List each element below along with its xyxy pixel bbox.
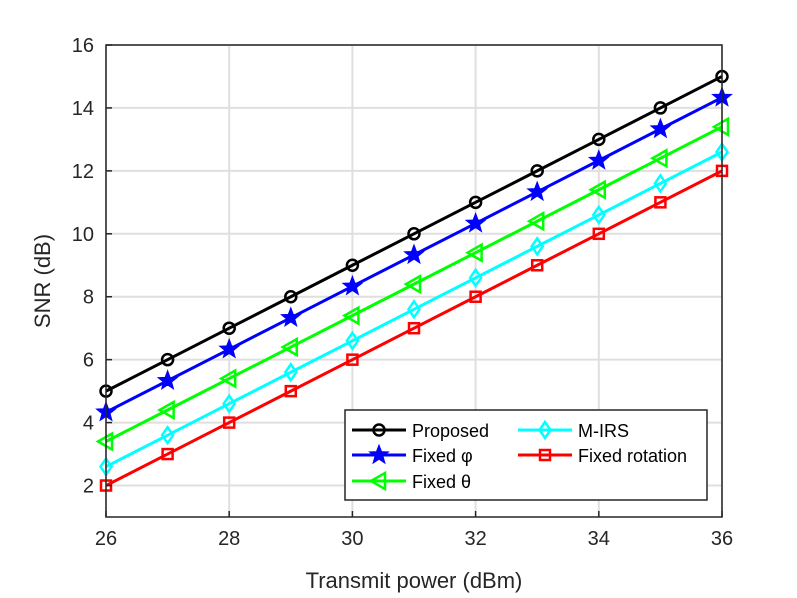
- triangle-left-marker: [157, 399, 175, 421]
- circle-marker: [653, 101, 668, 115]
- diamond-marker: [160, 424, 175, 446]
- legend-item: Fixed θ: [352, 470, 471, 492]
- plot-frame: [105, 44, 723, 518]
- diamond-marker: [530, 236, 545, 257]
- circle-marker: [284, 289, 298, 304]
- diamond-marker: [537, 419, 553, 441]
- circle-marker: [407, 227, 421, 241]
- x-tick-label: 32: [464, 528, 486, 550]
- circle-marker: [592, 132, 606, 147]
- circle-marker: [160, 352, 175, 367]
- y-tick-label: 12: [72, 161, 94, 183]
- series-proposed: [99, 69, 729, 398]
- circle-marker: [468, 195, 483, 210]
- x-tick-label: 26: [95, 528, 117, 550]
- diamond-marker: [468, 267, 483, 289]
- triangle-left-marker: [341, 305, 360, 326]
- square-marker: [407, 321, 421, 335]
- triangle-left-marker: [95, 431, 114, 452]
- y-tick-label: 14: [72, 98, 94, 120]
- square-marker: [469, 290, 482, 303]
- legend-item: Fixed φ: [352, 443, 473, 466]
- circle-marker: [372, 423, 386, 437]
- star-marker: [587, 149, 610, 170]
- y-tick-label: 4: [83, 413, 94, 435]
- diamond-marker: [591, 204, 606, 226]
- square-marker: [654, 196, 667, 209]
- triangle-left-marker: [588, 179, 607, 200]
- legend-item: Proposed: [352, 421, 489, 441]
- series-line: [105, 75, 723, 393]
- triangle-left-marker: [649, 148, 668, 169]
- square-marker: [284, 384, 298, 398]
- triangle-left-marker: [280, 336, 299, 358]
- series-line: [105, 150, 723, 468]
- series-fixed-: [95, 86, 733, 422]
- legend-item: M-IRS: [518, 419, 629, 441]
- diamond-marker: [345, 330, 360, 351]
- square-marker: [222, 416, 236, 429]
- circle-marker: [530, 164, 544, 178]
- y-tick-label: 2: [83, 476, 94, 498]
- star-marker: [156, 369, 179, 390]
- triangle-left-marker: [526, 211, 545, 232]
- square-marker: [161, 447, 174, 461]
- triangle-left-marker: [368, 470, 387, 492]
- y-axis-label: SNR (dB): [30, 234, 55, 328]
- legend-label: Fixed rotation: [578, 446, 687, 466]
- x-tick-label: 34: [588, 528, 610, 550]
- legend-label: Fixed φ: [412, 446, 473, 466]
- star-marker: [403, 243, 425, 265]
- x-tick-label: 28: [218, 528, 240, 550]
- x-axis-label: Transmit power (dBm): [306, 568, 523, 593]
- x-tick-label: 36: [711, 528, 733, 550]
- series-fixed-: [95, 116, 730, 452]
- circle-marker: [345, 258, 360, 273]
- star-marker: [279, 306, 302, 328]
- series-line: [105, 169, 723, 487]
- triangle-left-marker: [403, 273, 422, 295]
- star-marker: [649, 117, 672, 139]
- star-marker: [218, 337, 241, 359]
- series-m-irs: [98, 141, 730, 477]
- series-line: [105, 125, 723, 443]
- star-marker: [464, 211, 487, 233]
- legend-label: M-IRS: [578, 421, 629, 441]
- square-marker: [346, 353, 359, 366]
- square-marker: [530, 259, 544, 272]
- diamond-marker: [653, 173, 668, 194]
- star-marker: [341, 274, 364, 296]
- y-tick-label: 6: [83, 350, 94, 372]
- triangle-left-marker: [218, 368, 237, 389]
- y-tick-label: 10: [72, 224, 94, 246]
- triangle-left-marker: [465, 242, 483, 263]
- legend: Proposed Fixed φ Fixed θ M-IRS Fixed rotatio…: [344, 409, 708, 501]
- legend-label: Fixed θ: [412, 472, 471, 492]
- diamond-marker: [283, 362, 298, 383]
- y-tick-label: 8: [83, 287, 94, 309]
- star-marker: [368, 443, 390, 465]
- legend-item: Fixed rotation: [518, 446, 687, 466]
- series-fixed-rotation: [99, 164, 729, 492]
- legend-label: Proposed: [412, 421, 489, 441]
- y-tick-label: 16: [72, 35, 94, 57]
- x-tick-label: 30: [341, 528, 363, 550]
- ticks: 26 28 30 32 34 36 2 4 6 8 10 12 14 16: [72, 35, 733, 550]
- diamond-marker: [222, 393, 237, 414]
- triangle-left-marker: [711, 116, 730, 137]
- star-marker: [526, 180, 549, 202]
- series-group: [95, 69, 733, 492]
- square-marker: [592, 227, 606, 241]
- square-marker: [538, 448, 552, 462]
- diamond-marker: [406, 299, 422, 320]
- circle-marker: [222, 321, 236, 335]
